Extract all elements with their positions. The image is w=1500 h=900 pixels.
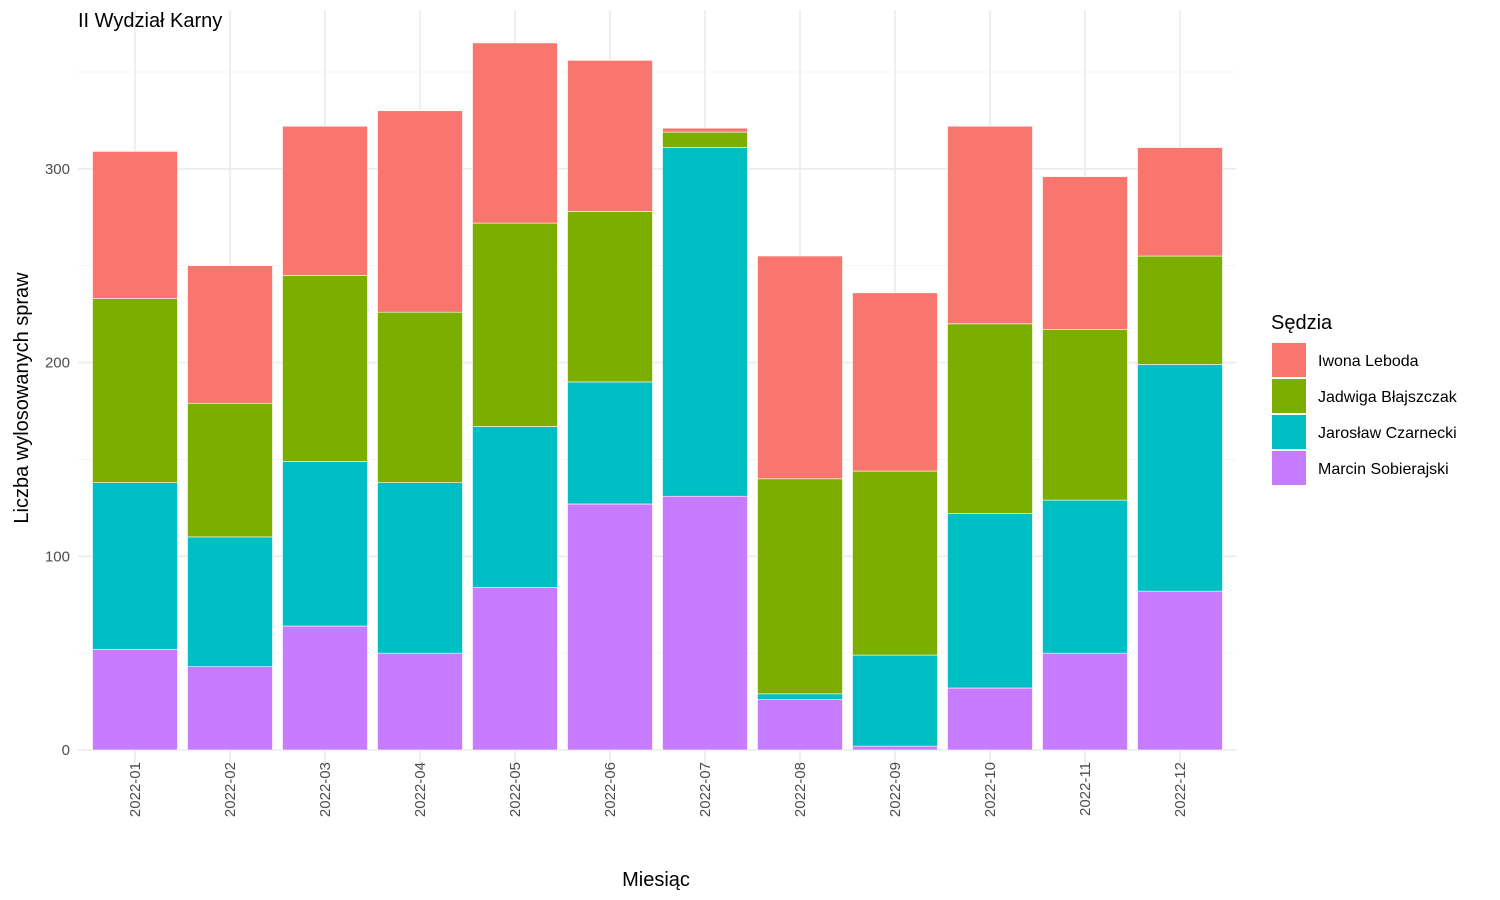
bar-segment bbox=[92, 151, 178, 299]
bar-segment bbox=[472, 42, 558, 224]
bar-segment bbox=[1042, 176, 1128, 330]
bar-segment bbox=[567, 211, 653, 383]
x-axis-ticks: 2022-01 2022-02 2022-03 2022-04 2022-05 2022-… bbox=[127, 762, 1189, 817]
bar-segment bbox=[1137, 255, 1223, 365]
bar-segment bbox=[472, 586, 558, 751]
bar-segment bbox=[852, 292, 938, 472]
bar-segment bbox=[852, 654, 938, 747]
bar-segment bbox=[1042, 329, 1128, 501]
bar-segment bbox=[92, 298, 178, 483]
bar-segment bbox=[567, 60, 653, 212]
bar-segment bbox=[472, 426, 558, 588]
bar-segment bbox=[757, 255, 843, 480]
legend-label: Jarosław Czarnecki bbox=[1318, 425, 1457, 442]
x-tick-label: 2022-03 bbox=[317, 762, 334, 817]
x-tick-label: 2022-06 bbox=[602, 762, 619, 817]
x-tick-label: 2022-04 bbox=[412, 762, 429, 817]
y-tick-label: 300 bbox=[45, 161, 70, 178]
bar-segment bbox=[377, 311, 463, 483]
bar-segment bbox=[1137, 147, 1223, 257]
bar-segment bbox=[947, 687, 1033, 751]
bar-segment bbox=[472, 222, 558, 427]
x-tick-label: 2022-10 bbox=[982, 762, 999, 817]
legend: Sędzia Iwona Leboda Jadwiga Błajszczak Jar… bbox=[1271, 312, 1458, 485]
bar-segment bbox=[92, 648, 178, 751]
legend-label: Iwona Leboda bbox=[1318, 353, 1419, 370]
bar-segment bbox=[947, 323, 1033, 514]
bar-segment bbox=[377, 652, 463, 751]
x-axis-title: Miesiąc bbox=[622, 869, 690, 891]
legend-swatch bbox=[1272, 343, 1306, 377]
bar-segment bbox=[947, 125, 1033, 325]
x-tick-label: 2022-09 bbox=[887, 762, 904, 817]
bar-segment bbox=[187, 402, 273, 538]
y-axis-title: Liczba wylosowanych spraw bbox=[11, 272, 33, 524]
bar-segment bbox=[567, 503, 653, 751]
legend-label: Marcin Sobierajski bbox=[1318, 461, 1449, 478]
bar-segment bbox=[187, 666, 273, 751]
x-tick-label: 2022-08 bbox=[792, 762, 809, 817]
legend-swatch bbox=[1272, 451, 1306, 485]
bar-segment bbox=[757, 478, 843, 695]
bar-segment bbox=[282, 125, 368, 276]
bar-segment bbox=[377, 482, 463, 654]
bar-segment bbox=[567, 381, 653, 505]
bars bbox=[92, 42, 1223, 751]
bar-segment bbox=[282, 461, 368, 627]
bar-segment bbox=[187, 536, 273, 668]
x-tick-label: 2022-12 bbox=[1172, 762, 1189, 817]
bar-segment bbox=[757, 693, 843, 700]
bar-segment bbox=[1042, 499, 1128, 654]
bar-segment bbox=[1137, 364, 1223, 592]
x-tick-label: 2022-02 bbox=[222, 762, 239, 817]
chart-title: II Wydział Karny bbox=[78, 10, 222, 32]
bar-segment bbox=[282, 275, 368, 462]
bar-segment bbox=[1042, 652, 1128, 751]
legend-swatch bbox=[1272, 379, 1306, 413]
bar-segment bbox=[662, 495, 748, 751]
x-tick-label: 2022-11 bbox=[1077, 762, 1094, 816]
bar-segment bbox=[662, 127, 748, 133]
bar-segment bbox=[662, 147, 748, 497]
y-tick-label: 100 bbox=[45, 548, 70, 565]
legend-label: Jadwiga Błajszczak bbox=[1318, 389, 1458, 406]
legend-title: Sędzia bbox=[1271, 312, 1333, 334]
bar-segment bbox=[377, 110, 463, 313]
x-tick-label: 2022-01 bbox=[127, 762, 144, 817]
y-axis-ticks: 0 100 200 300 bbox=[45, 161, 70, 759]
bar-segment bbox=[282, 625, 368, 751]
bar-segment bbox=[92, 482, 178, 650]
y-tick-label: 0 bbox=[62, 742, 70, 759]
bar-segment bbox=[662, 131, 748, 148]
bar-segment bbox=[947, 513, 1033, 689]
bar-segment bbox=[852, 470, 938, 656]
bar-segment bbox=[187, 265, 273, 404]
y-tick-label: 200 bbox=[45, 355, 70, 372]
x-tick-label: 2022-05 bbox=[507, 762, 524, 817]
legend-swatch bbox=[1272, 415, 1306, 449]
bar-segment bbox=[1137, 590, 1223, 751]
bar-segment bbox=[757, 699, 843, 751]
x-tick-label: 2022-07 bbox=[697, 762, 714, 817]
bar-segment bbox=[852, 745, 938, 751]
